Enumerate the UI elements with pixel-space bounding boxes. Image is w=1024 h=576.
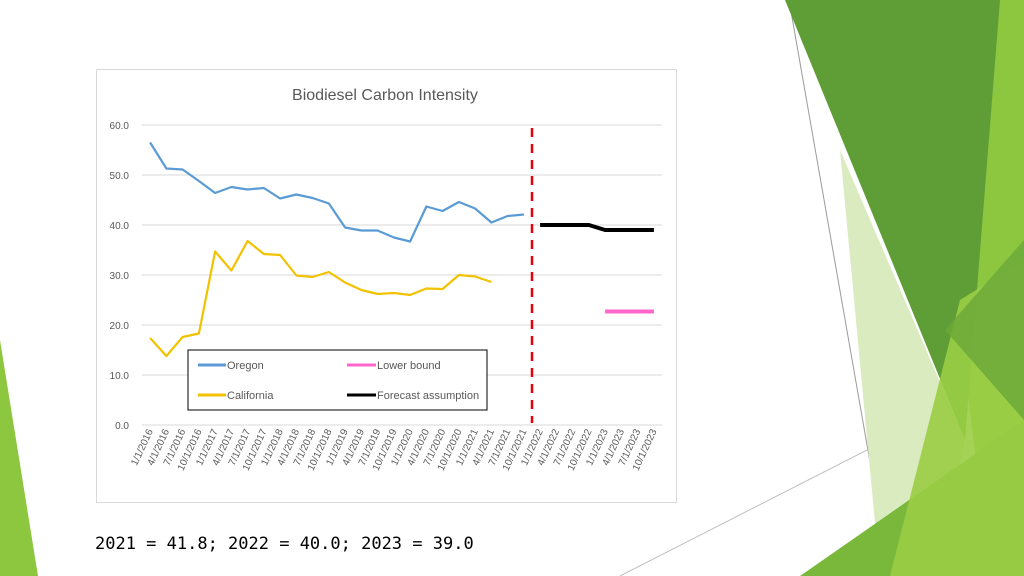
y-tick-label: 0.0	[115, 421, 129, 432]
y-tick-label: 60.0	[110, 121, 130, 132]
y-tick-label: 50.0	[110, 171, 130, 182]
deco-left-sliver	[0, 340, 38, 576]
x-axis-ticks: 1/1/20164/1/20167/1/201610/1/20161/1/201…	[129, 427, 659, 472]
legend-label-lower-bound: Lower bound	[377, 360, 441, 372]
deco-mid-shard	[945, 240, 1024, 420]
legend-box	[187, 349, 488, 411]
y-tick-label: 30.0	[110, 271, 130, 282]
legend-label-oregon: Oregon	[227, 360, 264, 372]
legend: Oregon Lower bound California Forecast a…	[187, 349, 488, 411]
y-tick-label: 10.0	[110, 371, 130, 382]
y-tick-label: 20.0	[110, 321, 130, 332]
y-tick-label: 40.0	[110, 221, 130, 232]
series-line-forecast-assumption	[540, 223, 654, 232]
y-axis-ticks: 0.0 10.0 20.0 30.0 40.0 50.0 60.0	[110, 121, 130, 432]
series-line-oregon	[149, 141, 525, 243]
chart-title: Biodiesel Carbon Intensity	[292, 87, 478, 104]
legend-label-forecast: Forecast assumption	[377, 390, 479, 402]
chart-svg: Biodiesel Carbon Intensity 0.0 10.0 20.0 30…	[110, 87, 662, 473]
series-lines	[149, 141, 654, 358]
chart-frame: Biodiesel Carbon Intensity 0.0 10.0 20.0 30…	[96, 69, 677, 503]
footer-caption: 2021 = 41.8; 2022 = 40.0; 2023 = 39.0	[95, 534, 474, 554]
series-line-california	[149, 239, 492, 358]
legend-label-california: California	[227, 390, 274, 402]
